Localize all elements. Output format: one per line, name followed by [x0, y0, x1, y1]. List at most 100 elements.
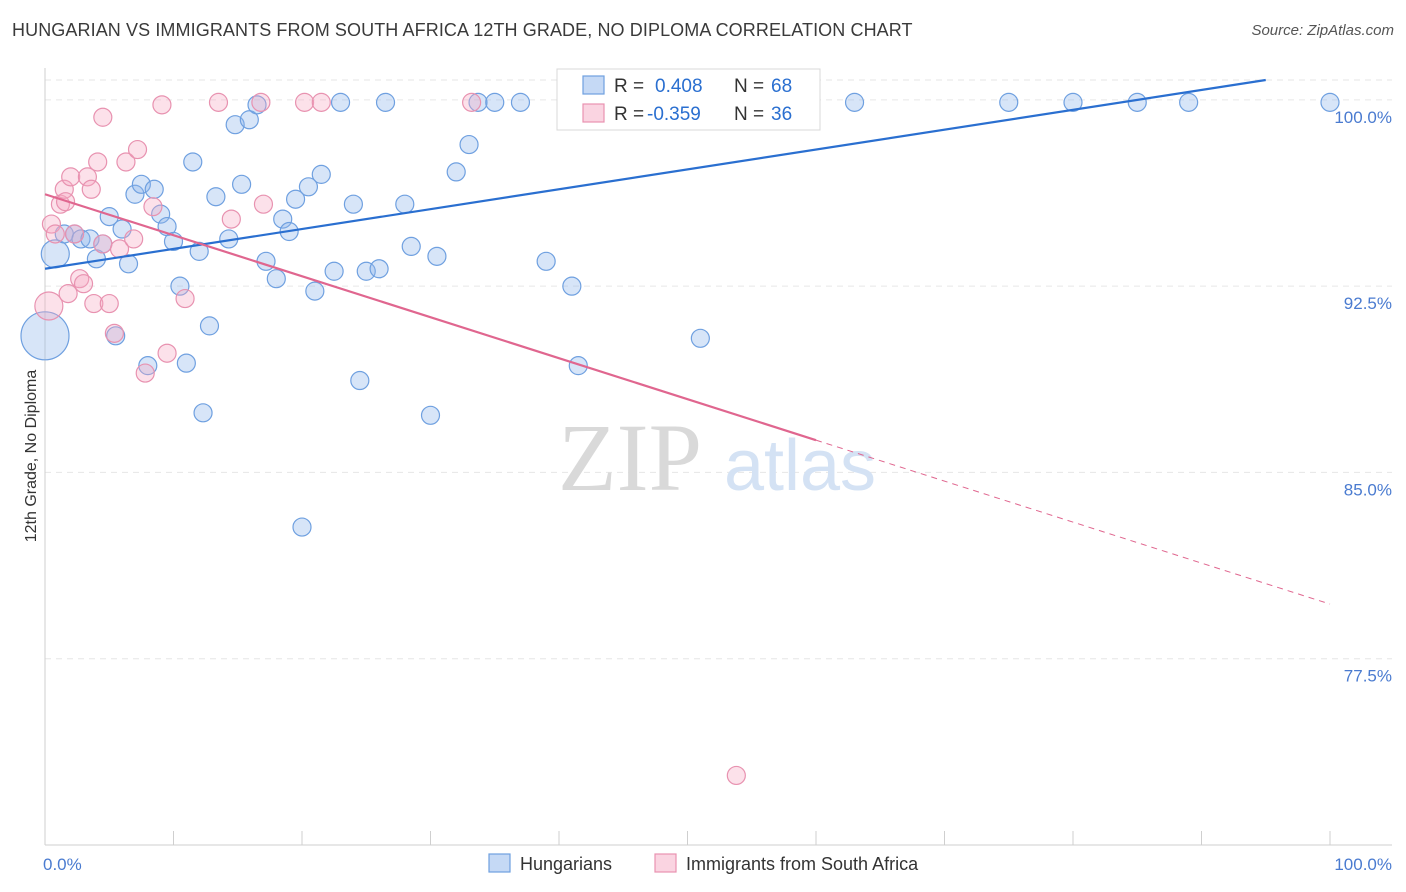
- legend-r-label-1: R =: [614, 76, 644, 97]
- south-africa-point: [88, 152, 108, 172]
- south-africa-point: [73, 274, 94, 294]
- hungarians-point: [562, 276, 582, 296]
- hungarians-point: [193, 403, 213, 423]
- hungarians-point: [206, 187, 226, 207]
- hungarians-point: [266, 269, 286, 289]
- hungarians-point: [183, 152, 203, 172]
- hungarians-point: [285, 189, 306, 209]
- hungarians-point: [468, 92, 488, 112]
- south-africa-point: [152, 95, 172, 115]
- legend-r-value-1: 0.408: [655, 76, 703, 97]
- south-africa-point: [93, 107, 113, 127]
- points-layer: [20, 92, 1340, 786]
- watermark: ZIP atlas: [558, 404, 876, 511]
- hungarians-point: [1179, 92, 1199, 112]
- south-africa-point: [135, 363, 155, 383]
- south-africa-point: [41, 214, 62, 234]
- south-africa-point: [251, 92, 271, 112]
- source-label: Source: ZipAtlas.com: [1251, 22, 1394, 39]
- south-africa-point: [93, 234, 113, 254]
- south-africa-point: [294, 92, 315, 112]
- south-africa-point: [77, 167, 98, 187]
- y-tick-label: 92.5%: [1344, 294, 1392, 313]
- hungarians-point: [330, 92, 351, 112]
- hungarians-point: [1127, 92, 1147, 112]
- hungarians-point: [485, 92, 505, 112]
- south-africa-point: [64, 224, 85, 244]
- hungarians-point: [298, 177, 319, 197]
- chart-title: HUNGARIAN VS IMMIGRANTS FROM SOUTH AFRIC…: [12, 20, 913, 40]
- x-tick-label-max: 100.0%: [1334, 855, 1392, 874]
- hungarians-point: [324, 261, 344, 281]
- hungarians-point: [375, 92, 396, 112]
- hungarians-point: [395, 194, 415, 214]
- hungarians-point: [176, 353, 196, 373]
- hungarians-point: [273, 209, 293, 229]
- south-africa-point: [99, 293, 119, 314]
- grid-layer: [45, 79, 1392, 660]
- y-axis-label: 12th Grade, No Diploma: [23, 370, 40, 543]
- south-africa-point: [127, 139, 148, 160]
- trend-layer: [44, 78, 1331, 605]
- south-africa-point: [311, 92, 331, 112]
- hungarians-point: [292, 517, 312, 537]
- hungarians-point: [239, 110, 259, 130]
- hungarians-point: [232, 174, 252, 194]
- hungarians-point: [844, 92, 865, 112]
- legend-swatch-south-africa: [582, 103, 605, 123]
- south-africa-point: [208, 92, 229, 112]
- south-africa-point: [124, 229, 144, 249]
- hungarians-point: [225, 115, 245, 135]
- y-tick-label: 100.0%: [1334, 108, 1392, 127]
- south-africa-trend-line: [44, 193, 817, 442]
- legend-n-value-2: 36: [771, 104, 792, 125]
- bottom-legend-swatch-hungarians: [488, 853, 511, 873]
- south-africa-point: [84, 293, 104, 314]
- hungarians-point: [420, 405, 441, 425]
- hungarians-point: [568, 356, 588, 376]
- legend-n-value-1: 68: [771, 76, 792, 97]
- bottom-legend-south-africa: Immigrants from South Africa: [686, 854, 919, 874]
- watermark-atlas: atlas: [724, 426, 876, 506]
- hungarians-point: [369, 259, 389, 279]
- south-africa-point: [58, 284, 78, 304]
- hungarians-point: [999, 92, 1019, 112]
- hungarians-point: [125, 184, 145, 204]
- south-africa-point: [726, 765, 746, 786]
- hungarians-point: [144, 179, 164, 199]
- south-africa-point: [34, 291, 64, 321]
- x-tick-label-min: 0.0%: [43, 855, 82, 874]
- hungarians-trend-line: [44, 78, 1266, 270]
- axis-layer: 77.5% 85.0% 92.5% 100.0% 0.0% 100.0%: [43, 68, 1392, 874]
- south-africa-point: [157, 343, 177, 363]
- south-africa-point: [45, 224, 65, 244]
- hungarians-point: [690, 328, 710, 348]
- south-africa-point: [221, 209, 241, 229]
- series-legend: Hungarians Immigrants from South Africa: [488, 853, 919, 874]
- south-africa-point: [462, 92, 482, 112]
- legend-n-label-1: N =: [734, 76, 764, 97]
- hungarians-point: [131, 174, 151, 194]
- south-africa-point: [143, 197, 163, 217]
- south-africa-point: [61, 167, 81, 187]
- legend-r-value-2: -0.359: [647, 104, 701, 125]
- hungarians-point: [20, 311, 70, 361]
- hungarians-point: [199, 316, 220, 336]
- legend-n-label-2: N =: [734, 104, 764, 125]
- hungarians-point: [151, 204, 171, 224]
- south-africa-point: [81, 179, 101, 199]
- hungarians-point: [138, 356, 158, 376]
- hungarians-point: [510, 92, 531, 112]
- hungarians-point: [427, 246, 447, 266]
- legend-r-label-2: R =: [614, 104, 644, 125]
- hungarians-point: [350, 370, 370, 391]
- watermark-zip: ZIP: [558, 404, 702, 511]
- y-tick-label: 77.5%: [1344, 667, 1392, 686]
- bottom-legend-hungarians: Hungarians: [520, 854, 612, 874]
- hungarians-point: [459, 134, 479, 155]
- hungarians-point: [40, 239, 70, 269]
- south-africa-point: [104, 323, 124, 343]
- hungarians-point: [305, 281, 325, 301]
- bottom-legend-swatch-south-africa: [654, 853, 677, 873]
